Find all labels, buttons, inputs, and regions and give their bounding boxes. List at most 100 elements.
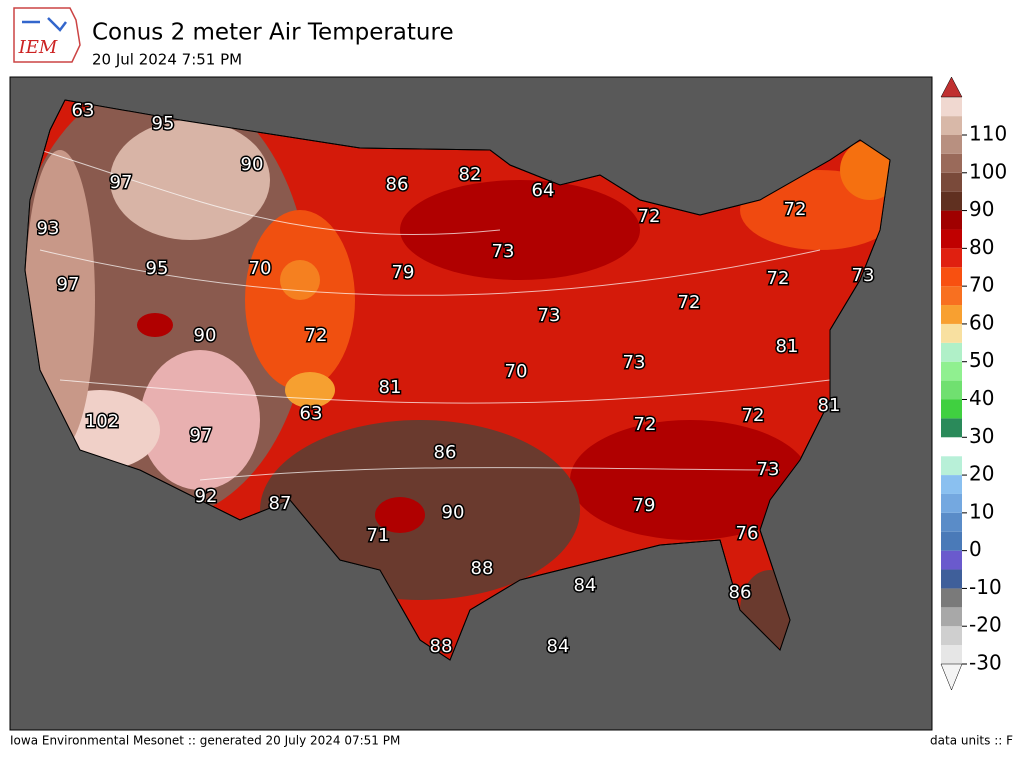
colorbar-segment [941,342,962,362]
temperature-label: 102 [85,411,119,432]
colorbar-segment [941,380,962,400]
colorbar-segment [941,399,962,419]
colorbar [940,76,963,691]
colorbar-tick-label: -30 [969,651,1002,675]
footer-right: data units :: F [930,734,1013,748]
colorbar-segment [941,550,962,570]
colorbar-segment [941,607,962,627]
colorbar-tick-label: 70 [969,273,994,297]
colorbar-segment [941,361,962,381]
map-labels: 63 95 97 90 86 82 64 72 72 93 95 97 70 79 73 72 73 73 90 72… [35,99,876,659]
colorbar-segment [941,97,962,117]
colorbar-segment [941,267,962,287]
temperature-label: 63 [300,403,323,424]
temperature-label: 90 [194,325,217,346]
temperature-label: 72 [784,199,807,220]
temperature-label: 63 [72,100,95,121]
temperature-label: 88 [471,558,494,579]
colorbar-segment [941,305,962,324]
temperature-label: 79 [633,495,656,516]
temperature-label: 73 [852,265,875,286]
colorbar-tick-label: 30 [969,424,994,448]
colorbar-tick-label: 20 [969,462,994,486]
temperature-label: 97 [57,274,80,295]
temperature-label: 90 [442,502,465,523]
colorbar-segment [941,210,962,230]
temperature-label: 87 [269,493,292,514]
temperature-label: 81 [776,336,799,357]
colorbar-tick-label: 80 [969,235,994,259]
colorbar-segment [941,437,962,457]
colorbar-segment [941,493,962,513]
temperature-label: 95 [152,113,175,134]
colorbar-segment [941,531,962,551]
colorbar-segment [941,626,962,646]
temperature-label: 70 [249,258,272,279]
colorbar-tick-label: 50 [969,348,994,372]
temperature-label: 88 [430,636,453,657]
colorbar-segment [941,172,962,192]
temperature-label: 73 [757,459,780,480]
temperature-label: 86 [434,442,457,463]
colorbar-segment [941,229,962,249]
title: Conus 2 meter Air Temperature [92,20,454,46]
temperature-label: 97 [190,425,213,446]
map [9,76,933,731]
temperature-label: 72 [678,292,701,313]
temperature-label: 79 [392,262,415,283]
colorbar-segment [941,135,962,154]
temperature-label: 81 [379,377,402,398]
temperature-label: 71 [367,525,390,546]
temperature-label: 70 [505,361,528,382]
temperature-label: 72 [305,325,328,346]
colorbar-segment [941,475,962,494]
colorbar-tick-label: 10 [969,499,994,523]
colorbar-segment [941,418,962,438]
colorbar-tick-label: 60 [969,310,994,334]
temperature-label: 81 [818,395,841,416]
temperature-label: 84 [574,575,597,596]
temperature-label: 95 [146,258,169,279]
temperature-label: 76 [736,523,759,544]
temperature-label: 93 [37,218,60,239]
colorbar-segment [941,116,962,135]
colorbar-tick-label: 100 [969,159,1007,183]
temperature-label: 86 [386,174,409,195]
colorbar-ticks: -30 -20 -10 0 10 20 30 40 50 60 70 80 90 100 110 [962,122,1007,675]
colorbar-segment [941,569,962,589]
colorbar-segment [941,153,962,173]
temperature-label: 72 [767,268,790,289]
colorbar-segment [941,512,962,532]
temperature-label: 86 [729,582,752,603]
temperature-label: 90 [241,154,264,175]
temperature-label: 73 [492,241,515,262]
logo-text: IEM [18,37,58,58]
colorbar-segment [941,588,962,608]
colorbar-tick-label: -20 [969,613,1002,637]
logo: IEM [13,7,81,63]
colorbar-tick-label: 90 [969,197,994,221]
colorbar-segment [941,191,962,211]
colorbar-tick-label: 40 [969,386,994,410]
temperature-label: 64 [532,180,555,201]
footer-left: Iowa Environmental Mesonet :: generated … [10,734,400,748]
colorbar-tick-label: 110 [969,122,1007,146]
temperature-label: 72 [742,405,765,426]
temperature-label: 82 [459,164,482,185]
temperature-label: 92 [195,486,218,507]
colorbar-segment [941,248,962,268]
temperature-label: 72 [638,206,661,227]
colorbar-segment [941,286,962,306]
temperature-label: 73 [623,352,646,373]
colorbar-segment [941,323,962,343]
temperature-label: 84 [547,636,570,657]
colorbar-tick-label: 0 [969,537,982,561]
colorbar-segment [941,456,962,476]
colorbar-segment [941,645,962,664]
colorbar-tick-label: -10 [969,575,1002,599]
temperature-label: 72 [634,414,657,435]
temperature-label: 97 [110,172,133,193]
subtitle: 20 Jul 2024 7:51 PM [92,51,242,69]
temperature-label: 73 [538,305,561,326]
